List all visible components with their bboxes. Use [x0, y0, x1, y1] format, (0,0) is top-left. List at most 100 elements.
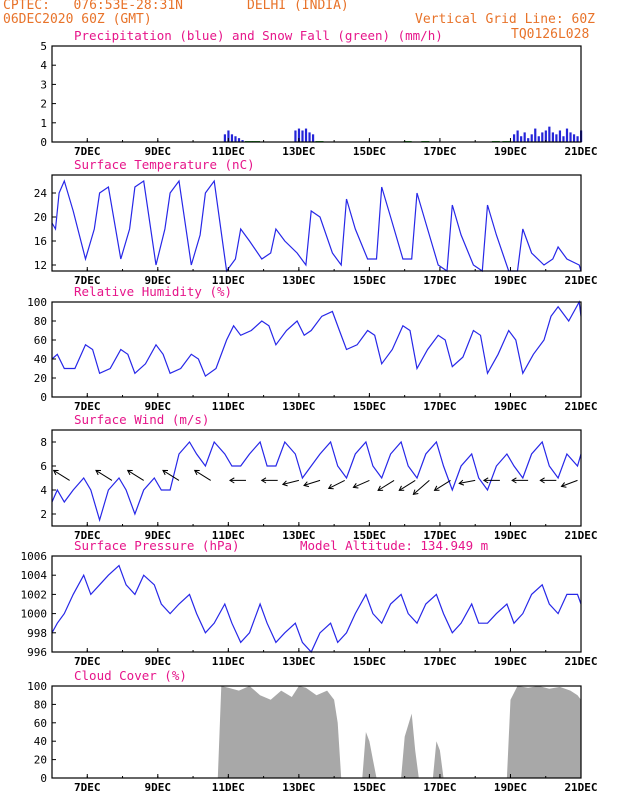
- x-tick-label: 7DEC: [74, 655, 101, 668]
- x-tick-label: 9DEC: [145, 781, 172, 794]
- y-tick-label: 24: [34, 187, 48, 200]
- bar-mark: [297, 128, 301, 142]
- y-tick-label: 996: [27, 646, 47, 659]
- x-tick-label: 19DEC: [494, 655, 527, 668]
- series-line: [51, 440, 582, 523]
- wind-arrow: [353, 479, 370, 488]
- wind-arrow-head: [327, 483, 334, 490]
- y-tick-label: 4: [40, 59, 47, 72]
- x-tick-label: 21DEC: [564, 274, 597, 287]
- cloud-cover-area: [217, 686, 582, 778]
- panel-title: Surface Pressure (hPa): [74, 538, 240, 553]
- wind-arrow: [127, 469, 144, 481]
- x-tick-label: 17DEC: [423, 655, 456, 668]
- wind-arrow: [194, 469, 211, 481]
- y-tick-label: 20: [34, 372, 47, 385]
- bar-mark: [572, 134, 576, 142]
- wind-arrow: [377, 479, 395, 491]
- x-tick-label: 9DEC: [145, 274, 172, 287]
- wind-arrow-head: [52, 469, 59, 476]
- y-tick-label: 0: [40, 772, 47, 785]
- x-tick-label: 15DEC: [353, 400, 386, 413]
- x-tick-label: 11DEC: [212, 529, 245, 542]
- y-tick-label: 6: [40, 460, 47, 473]
- wind-arrow-head: [126, 469, 133, 476]
- x-tick-label: 17DEC: [423, 274, 456, 287]
- y-tick-label: 40: [34, 353, 47, 366]
- x-tick-label: 19DEC: [494, 274, 527, 287]
- wind-arrow-head: [260, 477, 267, 484]
- wind-arrow-head: [560, 482, 567, 488]
- panel-frame: [51, 45, 582, 143]
- panel-title: Cloud Cover (%): [74, 668, 187, 683]
- wind-arrow: [53, 469, 70, 481]
- bar-mark: [516, 130, 519, 142]
- bar-mark: [241, 140, 244, 142]
- y-tick-label: 8: [40, 436, 47, 449]
- wind-arrow: [282, 479, 299, 485]
- wind-arrow-head: [281, 480, 288, 487]
- panel-frame: [51, 429, 582, 527]
- x-tick-label: 9DEC: [145, 655, 172, 668]
- bar-mark: [223, 134, 227, 142]
- x-tick-label: 19DEC: [494, 400, 527, 413]
- panel-title: Precipitation (blue) and Snow Fall (gree…: [74, 28, 443, 43]
- bar-mark: [294, 130, 297, 142]
- x-tick-label: 17DEC: [423, 781, 456, 794]
- bar-mark: [551, 132, 554, 142]
- x-tick-label: 17DEC: [423, 529, 456, 542]
- y-tick-label: 0: [40, 391, 47, 404]
- panel-title: Relative Humidity (%): [74, 284, 232, 299]
- x-tick-label: 15DEC: [353, 781, 386, 794]
- y-tick-label: 1004: [21, 569, 48, 582]
- series-line: [51, 179, 582, 273]
- wind-arrow-head: [482, 477, 489, 484]
- wind-arrow-head: [228, 477, 235, 484]
- y-tick-label: 20: [34, 211, 47, 224]
- header-model-code: TQ0126L028: [511, 27, 590, 42]
- bar-mark: [548, 126, 551, 142]
- x-tick-label: 11DEC: [212, 145, 245, 158]
- y-tick-label: 60: [34, 717, 47, 730]
- wind-arrow: [561, 479, 578, 487]
- panel-title: Surface Temperature (nC): [74, 157, 255, 172]
- x-tick-label: 9DEC: [145, 145, 172, 158]
- bar-mark: [523, 132, 526, 142]
- x-tick-label: 19DEC: [494, 529, 527, 542]
- wind-arrow: [328, 479, 345, 489]
- x-tick-label: 11DEC: [212, 655, 245, 668]
- x-tick-label: 7DEC: [74, 274, 101, 287]
- y-tick-label: 5: [40, 40, 47, 53]
- wind-arrow-head: [193, 469, 200, 476]
- x-tick-label: 13DEC: [282, 145, 315, 158]
- wind-arrow: [162, 469, 180, 481]
- wind-arrow-head: [539, 477, 545, 484]
- bar-mark: [237, 138, 241, 142]
- bar-mark: [234, 136, 237, 142]
- y-tick-label: 60: [34, 334, 47, 347]
- x-tick-label: 15DEC: [353, 529, 386, 542]
- bar-mark: [576, 136, 579, 142]
- x-tick-label: 19DEC: [494, 145, 527, 158]
- bar-mark: [569, 132, 572, 142]
- x-tick-label: 13DEC: [282, 529, 315, 542]
- x-tick-label: 7DEC: [74, 400, 101, 413]
- panel-frame: [51, 301, 582, 398]
- x-tick-label: 13DEC: [282, 781, 315, 794]
- x-tick-label: 17DEC: [423, 400, 456, 413]
- series-line: [51, 564, 582, 654]
- header-location: DELHI (INDIA): [247, 0, 349, 13]
- x-tick-label: 15DEC: [353, 655, 386, 668]
- y-tick-label: 1000: [21, 608, 48, 621]
- panel-title: Surface Wind (m/s): [74, 412, 209, 427]
- wind-arrow: [459, 479, 476, 484]
- y-tick-label: 998: [27, 627, 47, 640]
- x-tick-label: 9DEC: [145, 400, 172, 413]
- y-tick-label: 1002: [21, 588, 48, 601]
- wind-arrow: [413, 480, 430, 495]
- y-tick-label: 1006: [21, 550, 48, 563]
- wind-arrow-head: [511, 477, 517, 484]
- header-coords: CPTEC: 076:53E-28:31N: [3, 0, 184, 13]
- bar-mark: [311, 134, 315, 142]
